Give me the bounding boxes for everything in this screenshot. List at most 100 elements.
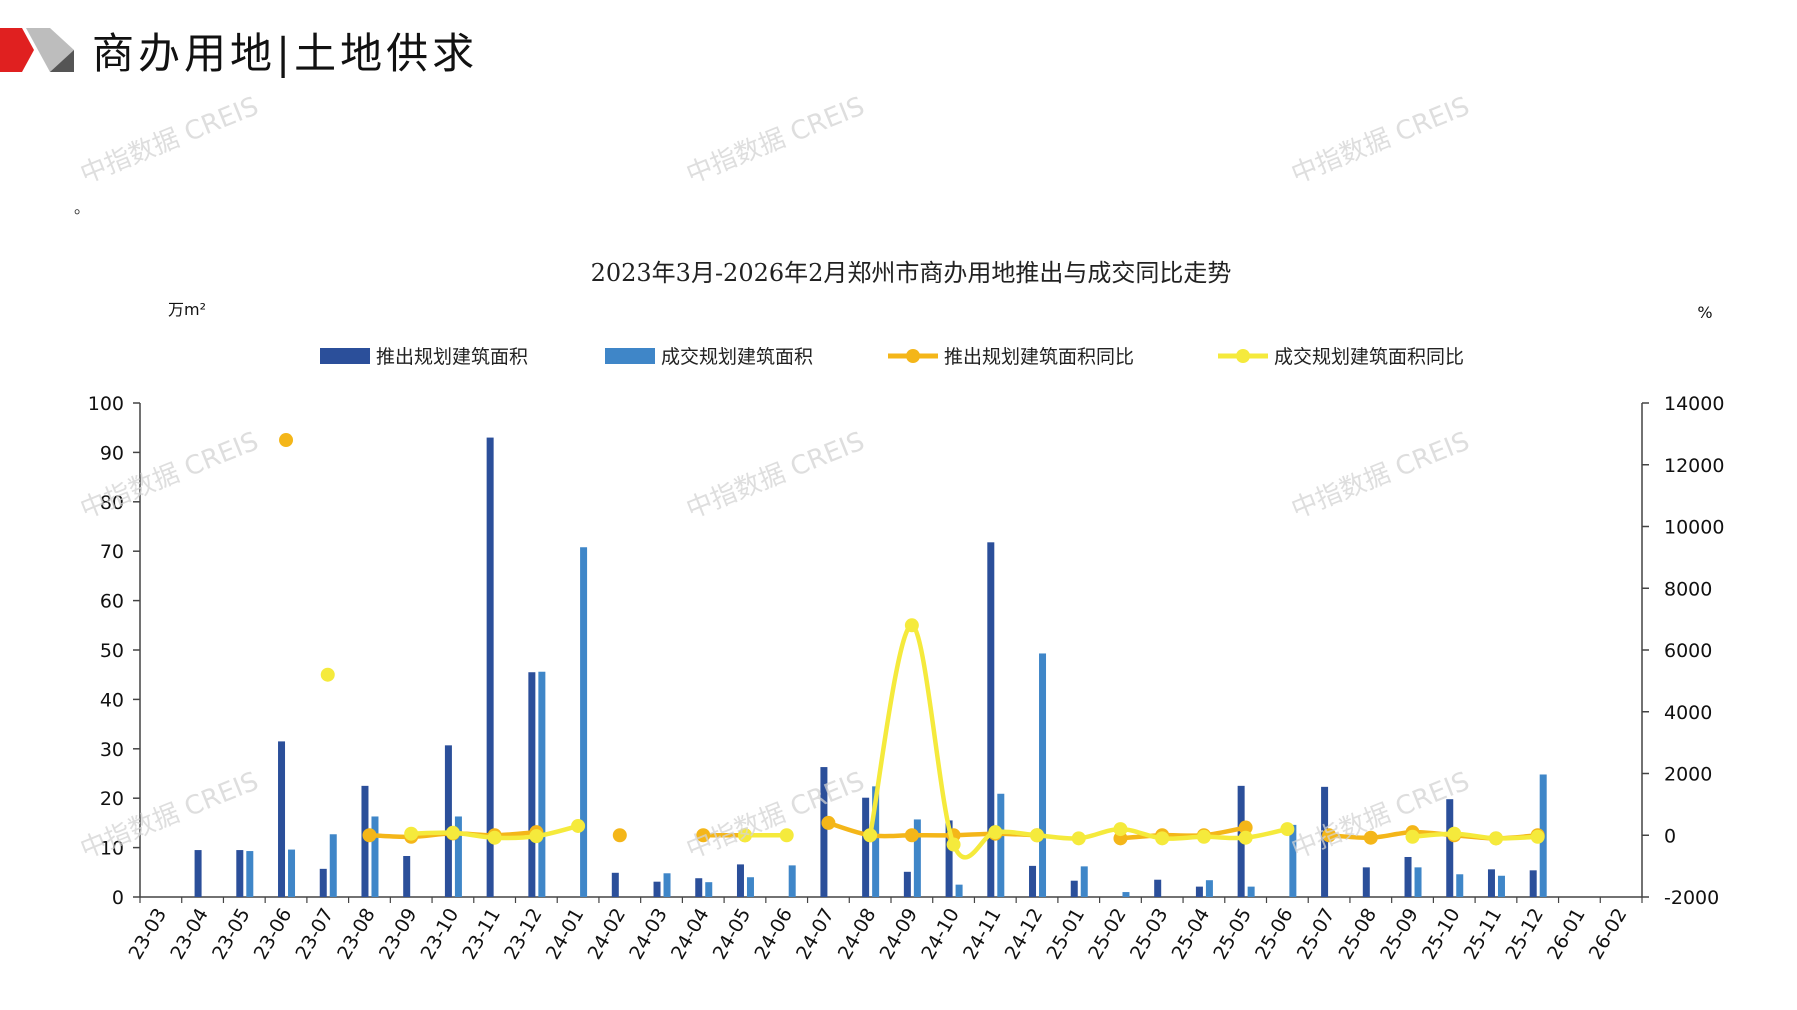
legend-swatch (605, 348, 655, 364)
y-left-tick-label: 70 (100, 541, 124, 563)
bar (1289, 824, 1297, 897)
x-tick-label: 25-01 (1042, 905, 1089, 964)
bar (736, 864, 744, 897)
legend-label: 推出规划建筑面积 (376, 346, 528, 368)
series-line (1118, 825, 1248, 841)
line-point (904, 828, 919, 843)
bar (236, 850, 244, 897)
bar (705, 882, 713, 897)
bar (1414, 867, 1422, 897)
x-tick-label: 24-05 (709, 905, 756, 964)
y-right-tick-label: 12000 (1664, 455, 1724, 477)
logo-dark-shape (50, 50, 74, 72)
line-point (1280, 822, 1295, 837)
bar (329, 834, 337, 897)
bar (580, 547, 588, 897)
bar (1404, 856, 1412, 897)
line-point (904, 618, 919, 633)
bar (486, 437, 494, 897)
bar (945, 820, 953, 897)
y-right-tick-label: 8000 (1664, 578, 1712, 600)
line-point (362, 828, 377, 843)
x-tick-label: 25-11 (1460, 905, 1507, 964)
bar (1070, 880, 1078, 897)
line-point (779, 828, 794, 843)
line-point (863, 828, 878, 843)
page-title: 商办用地|土地供求 (92, 29, 479, 78)
line-point (1530, 829, 1545, 844)
x-tick-label: 25-05 (1209, 905, 1256, 964)
x-tick-label: 25-12 (1501, 905, 1548, 964)
bar (1362, 867, 1370, 897)
line-point (279, 433, 294, 448)
bar (862, 797, 870, 897)
y-right-tick-label: 0 (1664, 825, 1676, 847)
line-point (1447, 826, 1462, 841)
line-point (320, 667, 335, 682)
bar (820, 767, 828, 897)
series-line (1410, 831, 1540, 841)
line-point (1238, 830, 1253, 845)
x-tick-label: 23-11 (458, 905, 505, 964)
x-tick-label: 24-04 (667, 905, 714, 964)
bar (1039, 653, 1047, 897)
bar (1456, 874, 1464, 897)
x-tick-label: 24-11 (959, 905, 1006, 964)
bar (454, 816, 462, 897)
line-point (1196, 829, 1211, 844)
bar (288, 849, 296, 897)
bar (872, 786, 880, 897)
bar (663, 873, 671, 897)
y-left-tick-label: 10 (100, 838, 124, 860)
bar (403, 855, 411, 897)
x-tick-label: 24-10 (917, 905, 964, 964)
bar (1205, 880, 1213, 897)
y-left-tick-label: 20 (100, 788, 124, 810)
bar (987, 542, 995, 897)
line-point (1030, 828, 1045, 843)
line-point (404, 826, 419, 841)
legend-marker (906, 349, 920, 363)
line-point (988, 825, 1003, 840)
bar (1497, 875, 1505, 897)
line-point (1071, 831, 1086, 846)
bar (955, 884, 963, 897)
x-tick-label: 24-12 (1001, 905, 1048, 964)
bar (1487, 869, 1495, 897)
x-tick-label: 25-02 (1084, 905, 1131, 964)
bar (913, 819, 921, 897)
bar (278, 741, 286, 897)
line-point (737, 828, 752, 843)
y-right-tick-label: 14000 (1664, 393, 1724, 415)
bar (1195, 886, 1203, 897)
x-tick-label: 25-07 (1293, 905, 1340, 964)
bar (1247, 886, 1255, 897)
x-tick-label: 25-03 (1126, 905, 1173, 964)
bar (1029, 865, 1037, 897)
bar (1446, 799, 1454, 897)
y-left-tick-label: 100 (88, 393, 124, 415)
bar (611, 872, 619, 897)
line-point (1238, 820, 1253, 835)
bar (1529, 870, 1537, 897)
x-tick-label: 25-06 (1251, 905, 1298, 964)
line-point (529, 829, 544, 844)
bar (653, 881, 661, 897)
y-left-tick-label: 60 (100, 591, 124, 613)
x-tick-label: 23-04 (166, 905, 213, 964)
bar (997, 793, 1005, 897)
x-tick-label: 23-06 (250, 905, 297, 964)
bar (903, 871, 911, 897)
x-tick-label: 23-12 (500, 905, 547, 964)
legend-marker (1236, 349, 1250, 363)
x-tick-label: 26-02 (1585, 905, 1632, 964)
logo-red-shape (0, 28, 34, 72)
x-tick-label: 24-01 (542, 905, 589, 964)
bar (788, 865, 796, 897)
bar (361, 785, 369, 897)
bar (319, 868, 327, 897)
bar (371, 816, 379, 897)
line-point (821, 815, 836, 830)
x-tick-label: 23-10 (417, 905, 464, 964)
line-point (1155, 831, 1170, 846)
